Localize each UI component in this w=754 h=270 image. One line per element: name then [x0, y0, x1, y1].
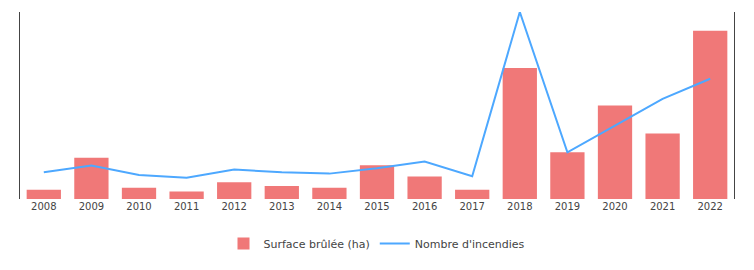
svg-text:2021: 2021 — [650, 201, 675, 212]
svg-text:2008: 2008 — [31, 201, 56, 212]
svg-text:2019: 2019 — [555, 201, 580, 212]
svg-text:2016: 2016 — [412, 201, 437, 212]
svg-text:2009: 2009 — [79, 201, 104, 212]
svg-text:2018: 2018 — [507, 201, 532, 212]
svg-text:2013: 2013 — [269, 201, 294, 212]
svg-text:Nombre d'incendies: Nombre d'incendies — [415, 238, 525, 251]
svg-text:2012: 2012 — [221, 201, 246, 212]
svg-text:2017: 2017 — [459, 201, 484, 212]
svg-text:2014: 2014 — [317, 201, 342, 212]
svg-text:2015: 2015 — [364, 201, 389, 212]
svg-text:2010: 2010 — [126, 201, 151, 212]
svg-text:Surface brûlée (ha): Surface brûlée (ha) — [264, 238, 370, 251]
svg-text:2020: 2020 — [602, 201, 627, 212]
svg-text:2011: 2011 — [174, 201, 199, 212]
svg-text:2022: 2022 — [697, 201, 722, 212]
